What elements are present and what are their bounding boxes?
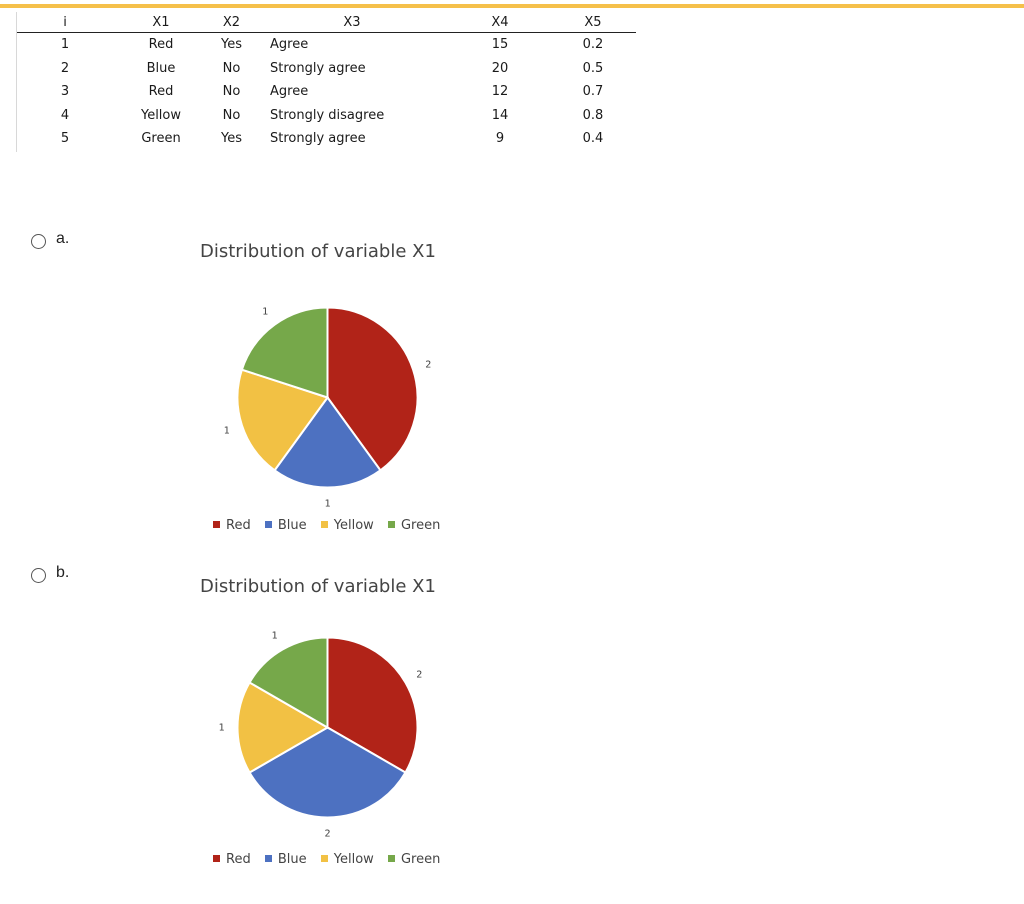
legend-item-blue: Blue: [264, 518, 307, 533]
pie-data-label-red: 2: [425, 360, 431, 371]
table-cell: 20: [491, 60, 509, 76]
pie-data-label-red: 2: [416, 670, 422, 681]
column-header: X2: [209, 12, 254, 33]
table-cell: 3: [60, 84, 70, 100]
legend-label: Yellow: [333, 518, 374, 533]
column-header: X5: [550, 12, 636, 33]
pie-slice-yellow: [236, 368, 330, 472]
chart-title-a: Distribution of variable X1: [200, 241, 436, 262]
table-cell: Red: [148, 84, 174, 100]
table-row: 4 Yellow No Strongly disagree 14 0.8: [17, 104, 636, 128]
pie-slice-green: [240, 306, 329, 399]
legend-swatch-green: [387, 521, 395, 528]
table-cell: Strongly agree: [270, 60, 366, 76]
table-cell: 14: [491, 107, 509, 123]
column-header: X1: [113, 12, 209, 33]
pie-slice-blue: [248, 726, 407, 819]
legend-label: Blue: [277, 518, 307, 533]
table-cell: 5: [60, 131, 70, 147]
radio-button-b[interactable]: [31, 568, 46, 583]
table-cell: No: [222, 60, 241, 76]
table-cell: 0.2: [582, 37, 604, 53]
table-cell: Strongly agree: [270, 131, 366, 147]
table-cell: Strongly disagree: [270, 107, 385, 123]
pie-chart-a: 2 1 1 1: [224, 306, 431, 510]
option-label-b: b.: [56, 564, 70, 581]
legend-item-red: Red: [213, 518, 251, 533]
table-cell: 0.8: [582, 107, 604, 123]
option-label-a: a.: [56, 230, 70, 247]
legend-item-blue: Blue: [264, 852, 307, 867]
table-cell: Blue: [146, 60, 176, 76]
pie-data-label-green: 1: [271, 631, 277, 642]
chart-legend-b: Red Blue Yellow Green: [213, 852, 450, 867]
legend-swatch-red: [213, 521, 220, 528]
table-cell: 0.5: [582, 60, 604, 76]
table-cell: 15: [491, 37, 509, 53]
data-table: i X1 X2 X3 X4 X5 1 Red Yes Agree 15 0.2 …: [17, 12, 636, 151]
table-cell: Yes: [221, 37, 242, 53]
table-header-row: i X1 X2 X3 X4 X5: [17, 12, 636, 33]
column-header: X4: [450, 12, 550, 33]
column-header: X3: [254, 12, 450, 33]
legend-label: Red: [226, 852, 251, 867]
table-cell: Green: [141, 131, 181, 147]
legend-label: Green: [400, 518, 441, 533]
table-cell: 9: [495, 131, 505, 147]
legend-item-green: Green: [387, 518, 441, 533]
table-cell: 4: [60, 107, 70, 123]
legend-swatch-blue: [264, 521, 272, 528]
table-row: 1 Red Yes Agree 15 0.2: [17, 33, 636, 57]
table-cell: Agree: [270, 84, 309, 100]
legend-swatch-green: [387, 855, 395, 862]
pie-data-label-blue: 2: [324, 829, 330, 840]
table-cell: No: [222, 84, 241, 100]
radio-button-a[interactable]: [31, 234, 46, 249]
pie-data-label-green: 1: [262, 307, 268, 318]
table-cell: Yes: [221, 131, 242, 147]
table-row: 2 Blue No Strongly agree 20 0.5: [17, 57, 636, 81]
legend-item-yellow: Yellow: [320, 852, 374, 867]
column-header: i: [17, 12, 113, 33]
table-cell: 0.4: [582, 131, 604, 147]
legend-swatch-yellow: [320, 855, 328, 862]
table-cell: 2: [60, 60, 70, 76]
pie-data-label-blue: 1: [324, 499, 330, 510]
legend-item-green: Green: [387, 852, 441, 867]
table-cell: 1: [60, 37, 70, 53]
pie-data-label-yellow: 1: [224, 425, 230, 436]
chart-legend-a: Red Blue Yellow Green: [213, 518, 450, 533]
chart-title-b: Distribution of variable X1: [200, 576, 436, 597]
table-cell: No: [222, 107, 241, 123]
legend-label: Green: [400, 852, 441, 867]
table-cell: 12: [491, 84, 509, 100]
legend-label: Red: [226, 518, 251, 533]
accent-bar: [0, 4, 1024, 8]
pie-slice-red: [326, 306, 419, 472]
table-row: 3 Red No Agree 12 0.7: [17, 80, 636, 104]
legend-swatch-yellow: [320, 521, 328, 528]
legend-swatch-red: [213, 855, 220, 862]
legend-swatch-blue: [264, 855, 272, 862]
legend-item-yellow: Yellow: [320, 518, 374, 533]
legend-item-red: Red: [213, 852, 251, 867]
table-row: 5 Green Yes Strongly agree 9 0.4: [17, 127, 636, 151]
pie-slice-green: [248, 636, 329, 730]
table-cell: Yellow: [140, 107, 182, 123]
pie-chart-b: 2 2 1 1: [218, 631, 422, 840]
table-cell: Red: [148, 37, 174, 53]
pie-slice-blue: [273, 395, 382, 489]
legend-label: Blue: [277, 852, 307, 867]
pie-data-label-yellow: 1: [218, 723, 224, 734]
legend-label: Yellow: [333, 852, 374, 867]
table-border: [16, 12, 17, 152]
table-cell: 0.7: [582, 84, 604, 100]
pie-slice-yellow: [236, 681, 330, 774]
pie-slice-red: [326, 636, 419, 774]
table-cell: Agree: [270, 37, 309, 53]
